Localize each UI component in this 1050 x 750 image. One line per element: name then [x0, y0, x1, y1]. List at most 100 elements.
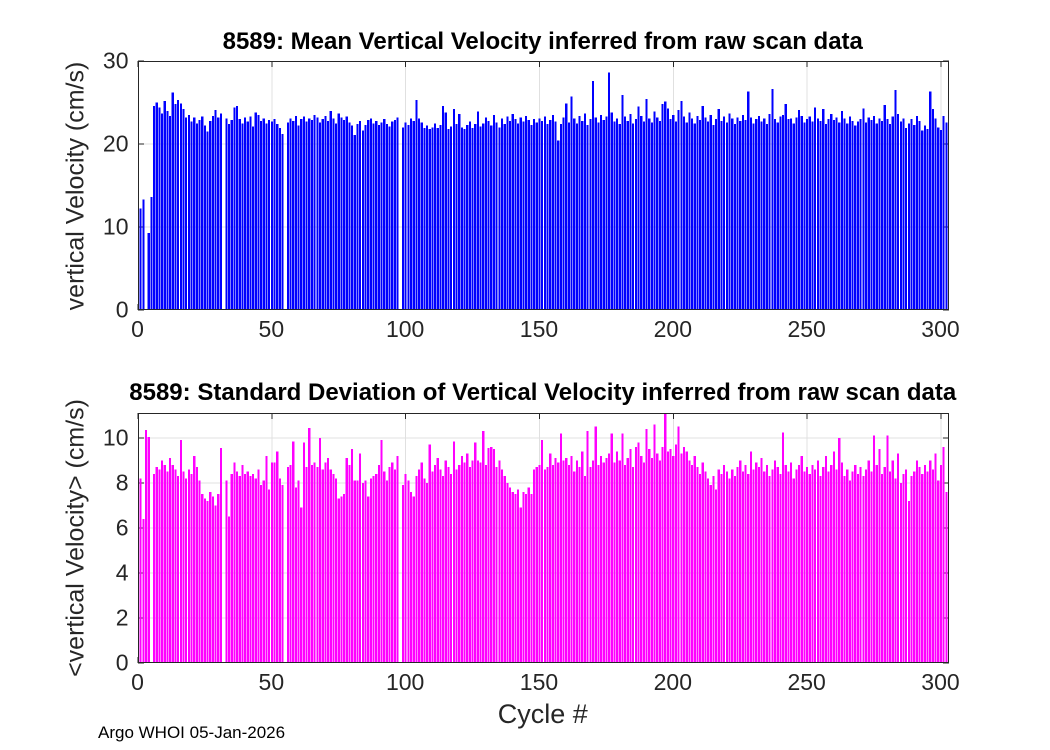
bar — [471, 128, 474, 310]
bar — [246, 471, 249, 663]
bar — [602, 119, 605, 311]
bar — [843, 118, 846, 310]
bar — [883, 467, 886, 663]
bar — [853, 125, 856, 311]
bar — [513, 119, 516, 310]
bar — [326, 120, 329, 310]
bar — [521, 121, 524, 310]
x-tick-label: 0 — [131, 669, 144, 695]
bar — [714, 489, 717, 663]
bar — [722, 116, 725, 310]
bar — [267, 119, 270, 311]
bar — [235, 471, 238, 663]
bar — [438, 469, 442, 663]
bar — [355, 480, 359, 663]
bar — [240, 123, 243, 310]
bar — [195, 123, 198, 310]
bar — [687, 460, 690, 663]
bar — [564, 458, 567, 663]
bar — [821, 109, 824, 310]
bar — [449, 473, 452, 663]
bar — [752, 469, 755, 663]
bar — [599, 455, 602, 663]
bar — [382, 471, 385, 663]
bar — [784, 464, 787, 663]
bar — [334, 123, 337, 310]
bar — [256, 114, 260, 310]
x-tick-label: 150 — [519, 669, 559, 695]
gridlines — [137, 61, 949, 310]
bar — [612, 121, 615, 310]
bar — [230, 473, 233, 663]
bar — [275, 451, 278, 663]
bar — [353, 134, 356, 310]
bar — [149, 197, 152, 310]
bar — [438, 124, 442, 310]
bar — [626, 458, 629, 663]
bar — [484, 464, 487, 663]
bar — [776, 467, 779, 663]
bar — [931, 469, 934, 663]
bar — [572, 471, 575, 663]
bar — [757, 115, 760, 310]
bar — [454, 469, 458, 663]
bar — [864, 122, 867, 310]
bar — [885, 119, 889, 310]
bar — [168, 458, 171, 663]
bar — [481, 431, 484, 663]
bar — [503, 476, 506, 663]
bar — [808, 116, 811, 310]
y-tick-label: 10 — [102, 213, 129, 240]
bar — [604, 458, 607, 663]
bar — [931, 109, 934, 310]
bar — [516, 489, 519, 663]
bar — [297, 125, 300, 311]
bar — [401, 127, 404, 311]
bar — [679, 100, 682, 310]
bar — [802, 122, 806, 310]
bar — [709, 485, 712, 663]
bar — [631, 123, 634, 310]
bar — [792, 478, 795, 663]
bar — [896, 453, 899, 663]
bar — [537, 118, 541, 310]
bar — [294, 487, 297, 663]
bar — [232, 462, 235, 663]
bar — [270, 462, 273, 663]
bar — [685, 451, 688, 663]
bar — [730, 118, 733, 310]
bar — [845, 469, 848, 663]
bar — [462, 129, 466, 310]
bar — [473, 124, 476, 310]
x-tick-label: 300 — [921, 316, 960, 342]
bar — [465, 124, 468, 310]
bar — [446, 467, 450, 663]
bar — [165, 471, 169, 663]
bar — [628, 114, 632, 310]
bar — [235, 105, 238, 310]
bar — [216, 494, 219, 663]
bar — [840, 110, 843, 310]
bar — [425, 125, 428, 311]
bar — [481, 123, 484, 310]
bar — [826, 471, 830, 663]
bar — [674, 121, 677, 310]
bar — [433, 123, 436, 310]
bar — [778, 116, 781, 310]
bar — [500, 469, 503, 663]
bar — [776, 122, 779, 310]
bar — [329, 469, 332, 663]
bar — [422, 478, 425, 663]
bar — [711, 124, 715, 310]
bar — [813, 469, 816, 663]
bars — [139, 72, 947, 311]
bar — [302, 442, 305, 663]
bar — [735, 117, 739, 310]
bar — [529, 494, 533, 663]
bar — [155, 102, 158, 310]
bar — [690, 118, 693, 310]
x-tick-label: 250 — [787, 669, 826, 695]
y-tick-label: 10 — [102, 424, 129, 451]
x-tick-label: 200 — [653, 316, 692, 342]
bar — [701, 105, 704, 310]
